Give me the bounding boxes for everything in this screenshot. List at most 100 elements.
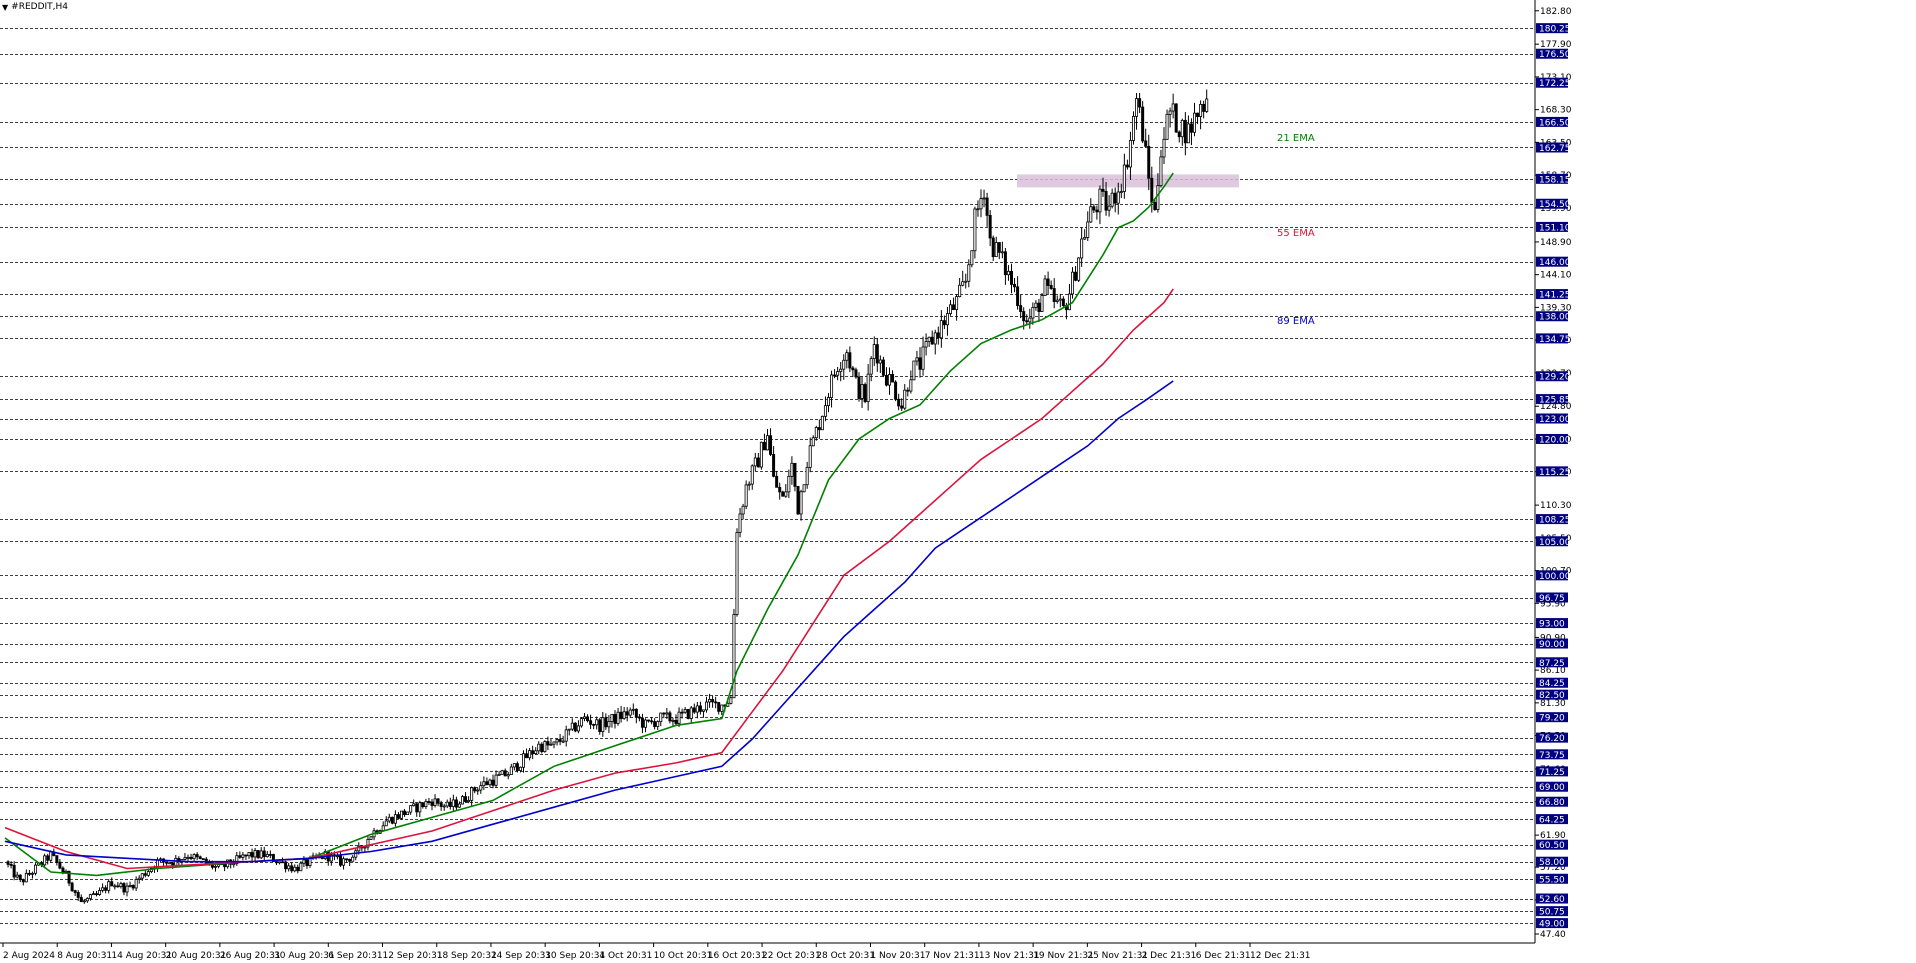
bull-candle bbox=[738, 513, 742, 533]
bear-candle bbox=[1147, 145, 1151, 179]
bull-candle bbox=[909, 379, 913, 392]
level-label-bg bbox=[1536, 536, 1568, 547]
bull-candle bbox=[1077, 257, 1081, 281]
bear-candle bbox=[592, 723, 596, 726]
bull-candle bbox=[1156, 185, 1160, 210]
bear-candle bbox=[284, 861, 288, 870]
bull-candle bbox=[1058, 298, 1062, 301]
bull-candle bbox=[921, 346, 925, 370]
y-tick-label: 148.90 bbox=[1540, 238, 1572, 248]
bear-candle bbox=[680, 711, 684, 714]
bull-candle bbox=[1086, 221, 1090, 238]
level-label-bg bbox=[1536, 873, 1568, 884]
bull-candle bbox=[329, 854, 333, 862]
bear-candle bbox=[589, 720, 593, 725]
x-tick-label: 16 Oct 20:31 bbox=[708, 951, 767, 961]
bull-candle bbox=[88, 894, 92, 899]
bear-candle bbox=[717, 702, 721, 712]
bull-candle bbox=[1028, 317, 1032, 323]
ema-lines bbox=[4, 172, 1174, 877]
bear-candle bbox=[653, 721, 657, 727]
bear-candle bbox=[686, 709, 690, 719]
bull-candle bbox=[24, 872, 28, 883]
bull-candle bbox=[384, 820, 388, 827]
bear-candle bbox=[833, 374, 837, 377]
bear-candle bbox=[1153, 201, 1157, 210]
bull-candle bbox=[799, 491, 803, 515]
bull-candle bbox=[1135, 98, 1139, 117]
level-label: 158.15 bbox=[1539, 175, 1571, 185]
level-label-bg bbox=[1536, 677, 1568, 688]
bear-candle bbox=[793, 462, 797, 487]
bear-candle bbox=[711, 699, 715, 703]
bull-candle bbox=[735, 532, 739, 615]
bull-candle bbox=[747, 483, 751, 486]
bull-candle bbox=[98, 890, 102, 896]
level-label: 93.00 bbox=[1539, 620, 1565, 630]
bear-candle bbox=[662, 712, 666, 715]
bull-candle bbox=[927, 336, 931, 342]
bull-candle bbox=[457, 803, 461, 808]
bull-candle bbox=[128, 885, 132, 887]
bull-candle bbox=[1180, 119, 1184, 138]
bull-candle bbox=[479, 785, 483, 791]
bull-candle bbox=[766, 435, 770, 451]
bear-candle bbox=[421, 802, 425, 808]
x-tick-label: 6 Dec 21:31 bbox=[1196, 951, 1251, 961]
bull-candle bbox=[720, 704, 724, 712]
level-label: 166.50 bbox=[1539, 118, 1571, 128]
y-tick-label: 95.90 bbox=[1540, 599, 1566, 609]
level-label-bg bbox=[1536, 781, 1568, 792]
bull-candle bbox=[741, 505, 745, 515]
bear-candle bbox=[540, 743, 544, 753]
bear-candle bbox=[1104, 190, 1108, 211]
bull-candle bbox=[1159, 156, 1163, 187]
level-label: 52.60 bbox=[1539, 895, 1565, 905]
x-tick-label: 25 Nov 21:31 bbox=[1087, 951, 1148, 961]
bull-candle bbox=[912, 360, 916, 381]
bull-candle bbox=[955, 296, 959, 310]
bull-candle bbox=[1128, 140, 1132, 168]
bear-candle bbox=[1138, 98, 1142, 108]
bull-candle bbox=[1171, 103, 1175, 112]
bull-candle bbox=[644, 719, 648, 728]
bull-candle bbox=[583, 716, 587, 719]
bull-candle bbox=[168, 862, 172, 865]
bull-candle bbox=[628, 709, 632, 716]
bull-candle bbox=[872, 344, 876, 359]
bear-candle bbox=[1022, 311, 1026, 322]
chart-title[interactable]: ▼ #REDDIT,H4 bbox=[2, 2, 68, 12]
bull-candle bbox=[412, 803, 416, 807]
bear-candle bbox=[1177, 131, 1181, 138]
level-label: 108.25 bbox=[1539, 516, 1571, 526]
level-label: 172.25 bbox=[1539, 79, 1571, 89]
bull-candle bbox=[299, 862, 303, 872]
bull-candle bbox=[1107, 205, 1111, 211]
bear-candle bbox=[1183, 119, 1187, 144]
x-tick-label: 22 Oct 20:31 bbox=[762, 951, 821, 961]
bear-candle bbox=[857, 376, 861, 399]
level-label-bg bbox=[1536, 918, 1568, 929]
bear-candle bbox=[897, 398, 901, 407]
bull-candle bbox=[689, 707, 693, 719]
symbol-title: #REDDIT,H4 bbox=[11, 2, 69, 12]
bull-candle bbox=[85, 898, 89, 902]
level-label-bg bbox=[1536, 618, 1568, 629]
bull-candle bbox=[1116, 191, 1120, 204]
bear-candle bbox=[854, 369, 858, 378]
bull-candle bbox=[784, 491, 788, 497]
y-tick-label: 139.30 bbox=[1540, 303, 1572, 313]
chevron-down-icon[interactable]: ▼ bbox=[2, 2, 9, 12]
bull-candle bbox=[467, 799, 471, 802]
bear-candle bbox=[290, 865, 294, 872]
bull-candle bbox=[878, 359, 882, 364]
bull-candle bbox=[842, 359, 846, 370]
bear-candle bbox=[338, 855, 342, 866]
bull-candle bbox=[302, 859, 306, 864]
bear-candle bbox=[439, 802, 443, 807]
bull-candle bbox=[552, 741, 556, 745]
level-label: 146.00 bbox=[1539, 258, 1571, 268]
bull-candle bbox=[579, 718, 583, 727]
y-tick-label: 81.30 bbox=[1540, 699, 1566, 709]
